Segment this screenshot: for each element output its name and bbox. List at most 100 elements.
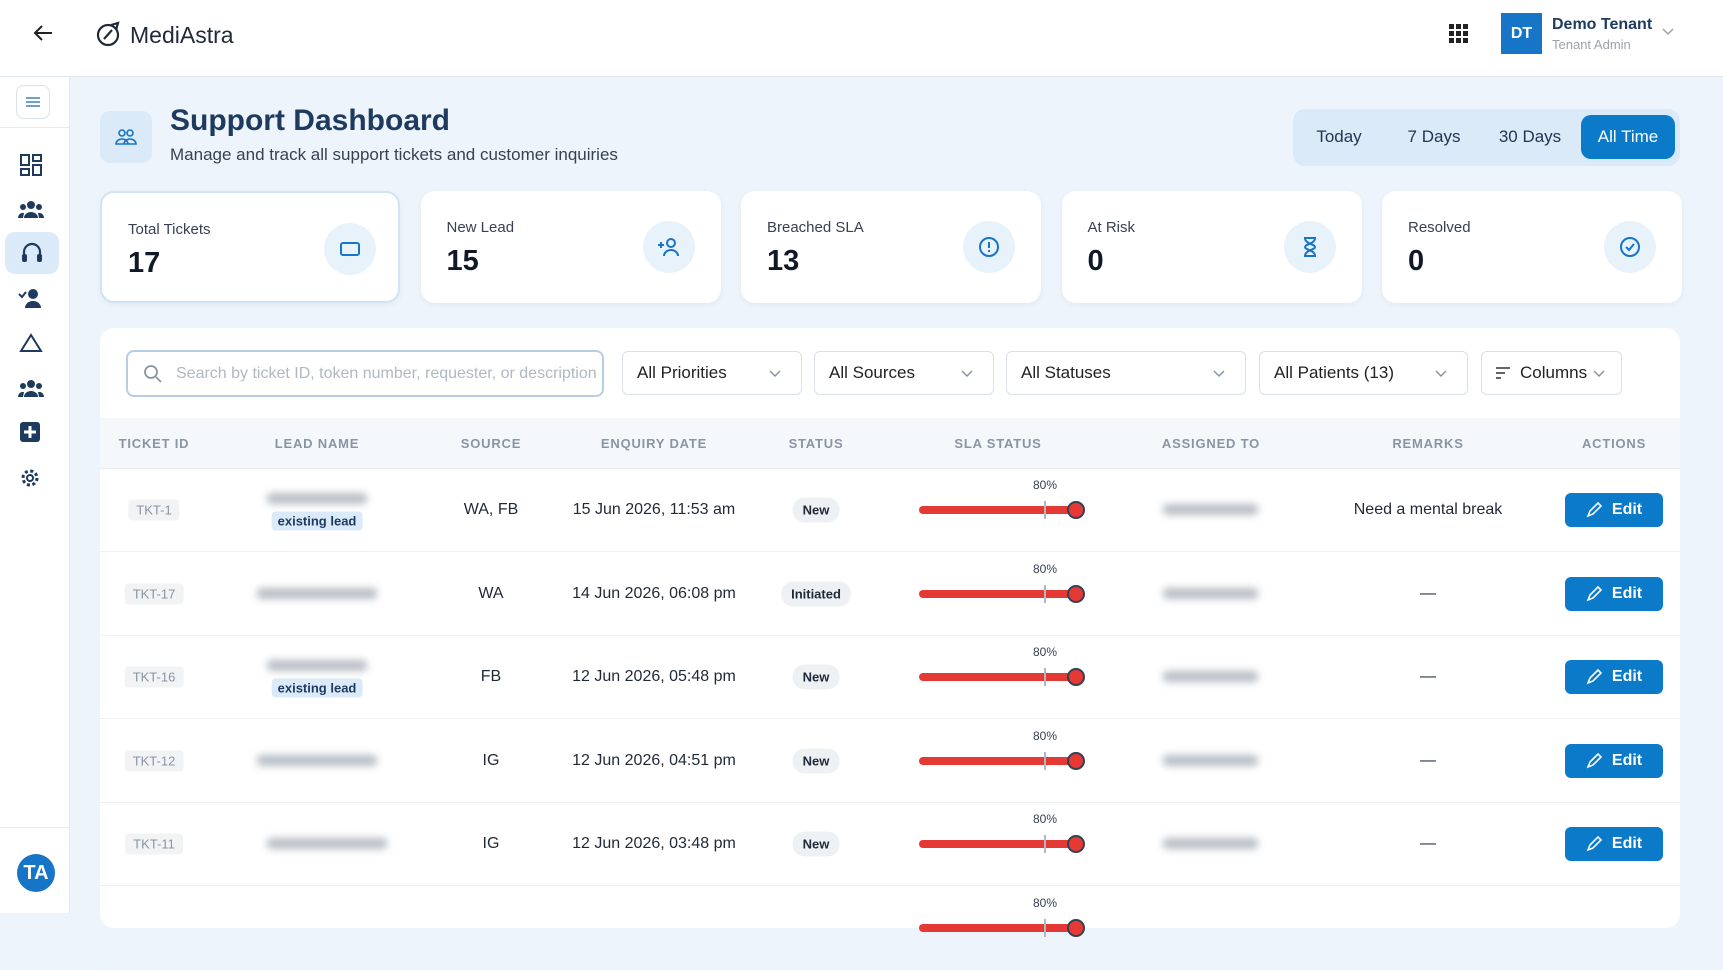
status-badge: New: [792, 831, 840, 857]
filter-label: All Sources: [829, 363, 915, 382]
app: MediAstra DT Demo Tenant Tenant Admin TA…: [0, 0, 1723, 937]
column-header: SLA STATUS: [954, 436, 1042, 451]
nav-dashboard[interactable]: [20, 154, 42, 176]
stat-icon: [324, 223, 376, 275]
enquiry-date: 14 Jun 2026, 06:08 pm: [572, 584, 736, 602]
nav-medical[interactable]: [20, 422, 40, 442]
column-header: STATUS: [788, 436, 844, 451]
sla-label: 80%: [1032, 812, 1058, 827]
remarks: —: [1420, 751, 1436, 769]
top-bar: MediAstra DT Demo Tenant Tenant Admin: [0, 0, 1723, 77]
remarks: —: [1420, 584, 1436, 602]
status-badge: New: [792, 497, 840, 523]
sla-threshold: [1044, 584, 1046, 603]
stat-label: At Risk: [1087, 219, 1136, 236]
column-header: LEAD NAME: [274, 436, 360, 451]
sla-bar: [919, 840, 1074, 849]
logo-icon: [96, 21, 120, 47]
lead-name-blurred: [257, 587, 377, 599]
stat-value: 13: [767, 245, 800, 277]
sla-bar: [919, 924, 1074, 932]
filter-select[interactable]: All Patients (13): [1259, 351, 1468, 395]
sla-dot: [1067, 919, 1085, 937]
remarks: —: [1420, 835, 1436, 853]
edit-label: Edit: [1611, 835, 1643, 853]
sla-dot: [1067, 584, 1085, 603]
lead-name-blurred: [267, 660, 367, 672]
sla-label: 80%: [1032, 728, 1058, 743]
filter-select[interactable]: All Sources: [814, 351, 994, 395]
apps-button[interactable]: [1449, 24, 1469, 44]
lead-name-blurred: [267, 838, 387, 850]
enquiry-date: 12 Jun 2026, 04:51 pm: [572, 751, 736, 769]
nav-team[interactable]: [18, 199, 44, 219]
user-name: Demo Tenant: [1552, 16, 1653, 33]
edit-button[interactable]: Edit: [1565, 660, 1663, 695]
column-header: SOURCE: [460, 436, 522, 451]
sla-bar: [919, 506, 1074, 514]
nav-users[interactable]: [18, 378, 44, 398]
sidebar: TA: [0, 77, 70, 913]
edit-button[interactable]: Edit: [1565, 827, 1663, 862]
lead-name-blurred: [267, 493, 367, 504]
stat-value: 17: [128, 247, 161, 279]
user-menu-chevron[interactable]: [1662, 28, 1674, 36]
back-button[interactable]: [32, 22, 54, 44]
sla-threshold: [1044, 668, 1046, 687]
sla-label: 80%: [1032, 478, 1058, 492]
nav-leads[interactable]: [18, 288, 44, 308]
edit-button[interactable]: Edit: [1565, 493, 1663, 527]
stat-value: 0: [1408, 245, 1425, 277]
table-row: [100, 552, 1680, 636]
edit-label: Edit: [1611, 668, 1643, 686]
filter-select[interactable]: Columns: [1481, 351, 1622, 395]
search-placeholder: Search by ticket ID, token number, reque…: [176, 364, 597, 382]
search-box[interactable]: Search by ticket ID, token number, reque…: [126, 350, 604, 397]
filter-select[interactable]: All Statuses: [1006, 351, 1246, 395]
stat-label: Breached SLA: [767, 219, 864, 236]
user-avatar[interactable]: DT: [1501, 13, 1542, 54]
table-row: [100, 719, 1680, 803]
range-button[interactable]: Today: [1316, 127, 1362, 146]
ticket-id: TKT-12: [124, 750, 184, 772]
status-badge: New: [792, 664, 840, 690]
source: IG: [482, 751, 500, 769]
sla-dot: [1067, 751, 1085, 770]
table-row: [100, 802, 1680, 887]
assignee-blurred: [1163, 754, 1258, 766]
sla-label: 80%: [1032, 896, 1058, 910]
stat-icon: [1283, 221, 1336, 273]
sla-dot: [1067, 501, 1085, 519]
sla-label: 80%: [1032, 645, 1058, 660]
sla-label: 80%: [1032, 561, 1058, 576]
range-button[interactable]: 7 Days: [1407, 127, 1461, 146]
sidebar-avatar[interactable]: TA: [17, 854, 55, 892]
sla-bar: [919, 589, 1074, 598]
enquiry-date: 15 Jun 2026, 11:53 am: [572, 501, 736, 518]
nav-support-active[interactable]: [5, 232, 59, 274]
table-row: [100, 635, 1680, 720]
remarks: Need a mental break: [1353, 501, 1503, 518]
title-icon: [100, 111, 152, 163]
menu-toggle[interactable]: [16, 85, 50, 119]
stat-icon: [1604, 221, 1656, 273]
table-row: [100, 886, 1680, 970]
range-button[interactable]: 30 Days: [1498, 127, 1562, 146]
stat-label: New Lead: [446, 219, 515, 236]
edit-button[interactable]: Edit: [1565, 743, 1663, 778]
sla-bar: [919, 756, 1074, 765]
stat-label: Resolved: [1408, 219, 1471, 236]
stat-card: At Risk 0: [1061, 191, 1362, 303]
table-row: [100, 468, 1680, 552]
brand: MediAstra: [130, 22, 234, 48]
edit-label: Edit: [1611, 501, 1643, 518]
assignee-blurred: [1163, 504, 1258, 515]
edit-button[interactable]: Edit: [1565, 576, 1663, 611]
nav-alerts[interactable]: [19, 332, 43, 352]
assignee-blurred: [1163, 671, 1258, 683]
filter-select[interactable]: All Priorities: [622, 351, 802, 395]
source: IG: [482, 835, 500, 853]
range-button[interactable]: All Time: [1581, 115, 1675, 159]
page-subtitle: Manage and track all support tickets and…: [170, 145, 618, 164]
nav-settings[interactable]: [19, 467, 41, 489]
